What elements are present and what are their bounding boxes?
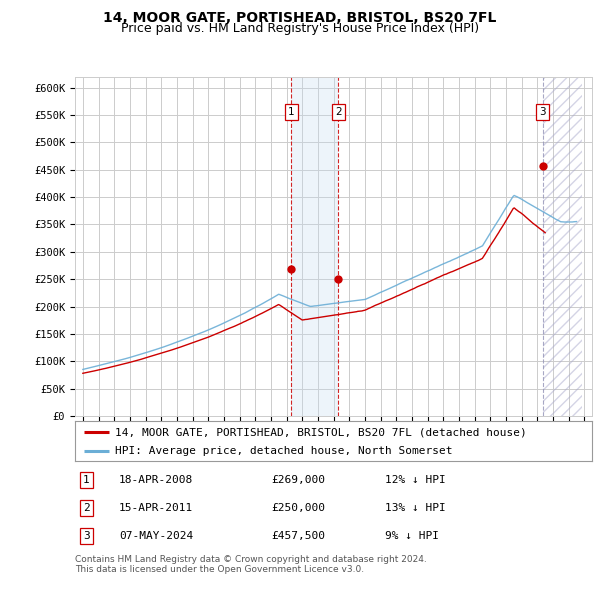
Bar bbox=[543, 77, 582, 416]
Bar bbox=[291, 77, 338, 416]
Text: 12% ↓ HPI: 12% ↓ HPI bbox=[385, 475, 446, 485]
Text: 07-MAY-2024: 07-MAY-2024 bbox=[119, 531, 193, 541]
Text: 14, MOOR GATE, PORTISHEAD, BRISTOL, BS20 7FL: 14, MOOR GATE, PORTISHEAD, BRISTOL, BS20… bbox=[103, 11, 497, 25]
Text: Price paid vs. HM Land Registry's House Price Index (HPI): Price paid vs. HM Land Registry's House … bbox=[121, 22, 479, 35]
Text: 3: 3 bbox=[539, 107, 546, 117]
Text: 18-APR-2008: 18-APR-2008 bbox=[119, 475, 193, 485]
Text: 15-APR-2011: 15-APR-2011 bbox=[119, 503, 193, 513]
Text: 1: 1 bbox=[288, 107, 295, 117]
Text: 9% ↓ HPI: 9% ↓ HPI bbox=[385, 531, 439, 541]
Text: HPI: Average price, detached house, North Somerset: HPI: Average price, detached house, Nort… bbox=[115, 446, 453, 456]
Text: Contains HM Land Registry data © Crown copyright and database right 2024.
This d: Contains HM Land Registry data © Crown c… bbox=[75, 555, 427, 574]
Text: 13% ↓ HPI: 13% ↓ HPI bbox=[385, 503, 446, 513]
Text: £250,000: £250,000 bbox=[272, 503, 326, 513]
Text: 2: 2 bbox=[83, 503, 90, 513]
Text: 3: 3 bbox=[83, 531, 90, 541]
Text: 14, MOOR GATE, PORTISHEAD, BRISTOL, BS20 7FL (detached house): 14, MOOR GATE, PORTISHEAD, BRISTOL, BS20… bbox=[115, 428, 527, 438]
Text: £269,000: £269,000 bbox=[272, 475, 326, 485]
Text: 2: 2 bbox=[335, 107, 341, 117]
Text: 1: 1 bbox=[83, 475, 90, 485]
Text: £457,500: £457,500 bbox=[272, 531, 326, 541]
